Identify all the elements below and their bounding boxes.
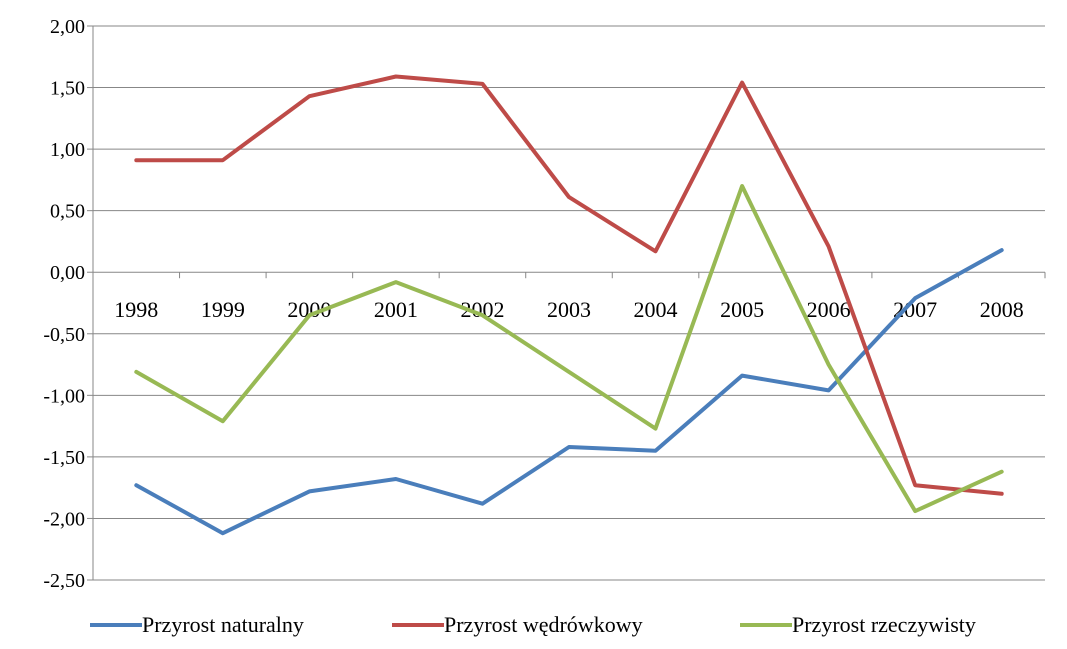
series-line-1: [134, 248, 1004, 536]
x-tick-label: 2001: [374, 297, 418, 322]
series-line-3: [134, 184, 1004, 514]
x-tick-label: 2008: [980, 297, 1024, 322]
legend-label-1: Przyrost naturalny: [142, 612, 304, 637]
legend-label-3: Przyrost rzeczywisty: [792, 612, 976, 637]
x-tick-label: 2007: [893, 297, 937, 322]
y-tick-label: -1,50: [43, 447, 85, 469]
y-tick-label: -2,00: [43, 508, 85, 530]
y-tick-label: -0,50: [43, 324, 85, 346]
x-tick-label: 1998: [114, 297, 158, 322]
gridlines: [93, 25, 1045, 581]
y-tick-label: 1,00: [50, 139, 85, 161]
y-tick-label: -1,00: [43, 385, 85, 407]
x-tick-label: 2004: [634, 297, 678, 322]
y-tick-label: 0,50: [50, 201, 85, 223]
y-tick-label: -2,50: [43, 570, 85, 592]
legend: Przyrost naturalny Przyrost wędrówkowy Prz…: [90, 612, 976, 637]
x-tick-label: 2003: [547, 297, 591, 322]
y-axis: 2,00 1,50 1,00 0,50 0,00 -0,50 -1,00 -1,50 -2,00…: [43, 16, 94, 592]
y-tick-label: 0,00: [50, 262, 85, 284]
x-tick-label: 1999: [201, 297, 245, 322]
series-group: [134, 74, 1004, 536]
y-tick-label: 1,50: [50, 78, 85, 100]
y-tick-label: 2,00: [50, 16, 85, 38]
x-tick-label: 2006: [807, 297, 851, 322]
x-tick-label: 2005: [720, 297, 764, 322]
legend-label-2: Przyrost wędrówkowy: [444, 612, 643, 637]
series-line-2: [134, 74, 1004, 496]
